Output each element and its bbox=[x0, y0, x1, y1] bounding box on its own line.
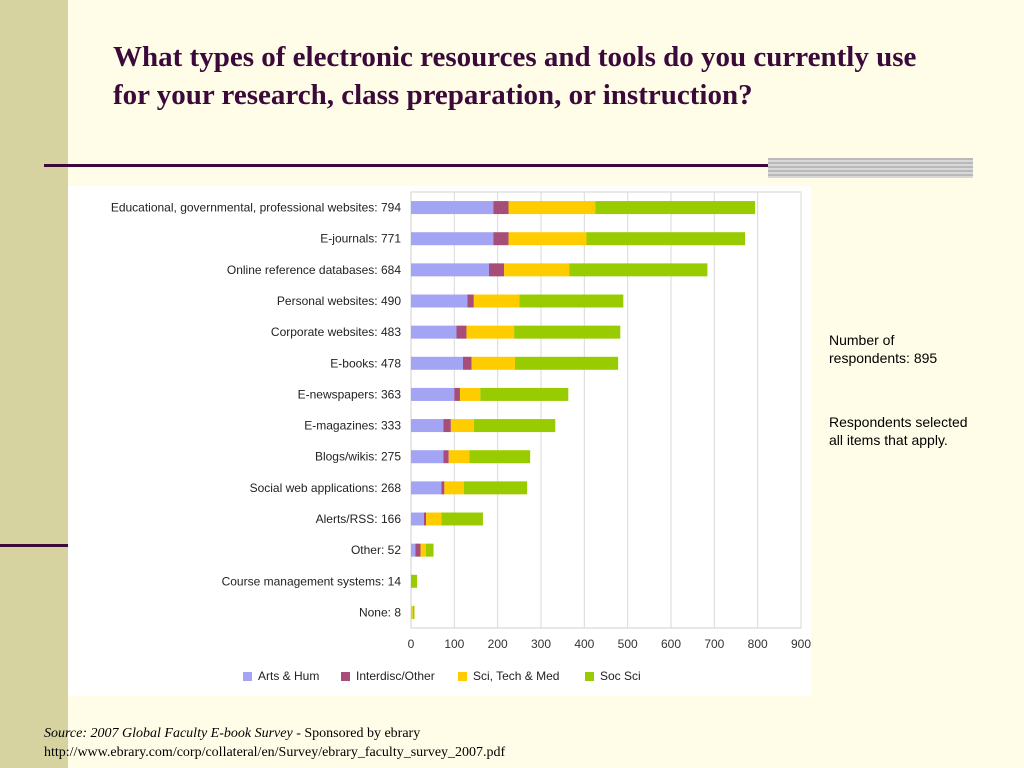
chart-panel: 0 100 200 300 400 500 600 700 800 900 Educational,… bbox=[68, 186, 811, 696]
bar-segment bbox=[473, 419, 556, 433]
source-sponsor: - Sponsored by ebrary bbox=[292, 726, 421, 741]
category-label: Corporate websites: 483 bbox=[271, 325, 401, 339]
category-label: E-newspapers: 363 bbox=[298, 387, 402, 401]
bar-segment bbox=[493, 232, 509, 246]
bar-segment bbox=[515, 356, 619, 370]
bar-segment bbox=[426, 512, 442, 526]
bar-segment bbox=[471, 356, 515, 370]
x-tick-label: 200 bbox=[488, 637, 508, 651]
respondents-note: Number of respondents: 895 bbox=[829, 332, 938, 366]
bar-segment bbox=[443, 419, 451, 433]
bar-segment bbox=[411, 512, 424, 526]
bar-segment bbox=[411, 263, 489, 277]
x-tick-label: 100 bbox=[444, 637, 464, 651]
bar-segment bbox=[504, 263, 570, 277]
legend-swatch bbox=[341, 672, 350, 681]
bar-segment bbox=[415, 543, 421, 557]
bar-segment bbox=[411, 481, 442, 495]
legend-swatch bbox=[585, 672, 594, 681]
bar-segment bbox=[463, 356, 472, 370]
bar-segment bbox=[412, 605, 415, 619]
source-citation: Source: 2007 Global Faculty E-book Surve… bbox=[44, 724, 505, 762]
category-label: E-books: 478 bbox=[330, 356, 401, 370]
bar-segment bbox=[443, 450, 449, 464]
bar-segment bbox=[411, 450, 444, 464]
category-label: Alerts/RSS: 166 bbox=[316, 512, 402, 526]
x-tick-label: 700 bbox=[704, 637, 724, 651]
bar-segment bbox=[441, 481, 445, 495]
bar-segment bbox=[489, 263, 505, 277]
source-url[interactable]: http://www.ebrary.com/corp/collateral/en… bbox=[44, 745, 506, 760]
x-tick-label: 900 bbox=[791, 637, 811, 651]
legend-swatch bbox=[458, 672, 467, 681]
bar-segment bbox=[411, 325, 457, 339]
bar-segment bbox=[448, 450, 470, 464]
x-tick-label: 500 bbox=[618, 637, 638, 651]
bar-segment bbox=[508, 232, 587, 246]
divider-block bbox=[768, 158, 973, 178]
category-label: E-journals: 771 bbox=[320, 232, 401, 246]
plot-frame bbox=[410, 191, 802, 629]
selection-note: Respondents selected all items that appl… bbox=[829, 414, 968, 448]
bar-segment bbox=[411, 232, 494, 246]
bar-segment bbox=[425, 543, 434, 557]
legend-label: Arts & Hum bbox=[258, 669, 319, 683]
bar-segment bbox=[467, 294, 474, 308]
bar-segment bbox=[424, 512, 427, 526]
category-label: E-magazines: 333 bbox=[304, 419, 401, 433]
bar-segment bbox=[411, 387, 455, 401]
bar-segment bbox=[469, 450, 531, 464]
bar-segment bbox=[514, 325, 621, 339]
category-label: Educational, governmental, professional … bbox=[111, 201, 402, 215]
category-label: Other: 52 bbox=[351, 543, 401, 557]
x-tick-label: 300 bbox=[531, 637, 551, 651]
bar-segment bbox=[508, 201, 596, 215]
bar-segment bbox=[450, 419, 474, 433]
bar-segment bbox=[480, 387, 569, 401]
left-decor-band bbox=[0, 0, 68, 768]
title-divider bbox=[44, 164, 769, 167]
bar-segment bbox=[411, 543, 416, 557]
bar-segment bbox=[569, 263, 708, 277]
bar-segment bbox=[411, 574, 418, 588]
x-tick-label: 600 bbox=[661, 637, 681, 651]
left-divider bbox=[0, 544, 70, 547]
bar-segment bbox=[459, 387, 481, 401]
bar-segment bbox=[411, 419, 444, 433]
stacked-bar-chart: 0 100 200 300 400 500 600 700 800 900 Educational,… bbox=[111, 191, 811, 683]
bar-segment bbox=[411, 201, 494, 215]
source-label: Source: 2007 Global Faculty E-book Surve… bbox=[44, 726, 293, 741]
bar-segment bbox=[411, 294, 468, 308]
x-tick-label: 400 bbox=[574, 637, 594, 651]
bar-segment bbox=[466, 325, 515, 339]
category-label: Personal websites: 490 bbox=[277, 294, 401, 308]
bar-segment bbox=[463, 481, 528, 495]
bar-segment bbox=[441, 512, 483, 526]
x-tick-label: 0 bbox=[408, 637, 415, 651]
bar-segment bbox=[456, 325, 467, 339]
bar-segment bbox=[411, 356, 463, 370]
legend-label: Soc Sci bbox=[600, 669, 641, 683]
bar-segment bbox=[473, 294, 520, 308]
category-label: Course management systems: 14 bbox=[222, 574, 402, 588]
legend-label: Sci, Tech & Med bbox=[473, 669, 559, 683]
category-label: Online reference databases: 684 bbox=[227, 263, 401, 277]
bar-segment bbox=[420, 543, 426, 557]
bar-segment bbox=[519, 294, 624, 308]
slide-title: What types of electronic resources and t… bbox=[113, 41, 917, 111]
bar-segment bbox=[411, 605, 413, 619]
category-label: None: 8 bbox=[359, 605, 401, 619]
bar-segment bbox=[444, 481, 464, 495]
bar-segment bbox=[595, 201, 756, 215]
bar-segment bbox=[454, 387, 460, 401]
bar-segment bbox=[586, 232, 746, 246]
category-label: Social web applications: 268 bbox=[250, 481, 402, 495]
legend-label: Interdisc/Other bbox=[356, 669, 435, 683]
legend-swatch bbox=[243, 672, 252, 681]
x-tick-label: 800 bbox=[748, 637, 768, 651]
category-label: Blogs/wikis: 275 bbox=[315, 450, 401, 464]
bar-segment bbox=[493, 201, 509, 215]
